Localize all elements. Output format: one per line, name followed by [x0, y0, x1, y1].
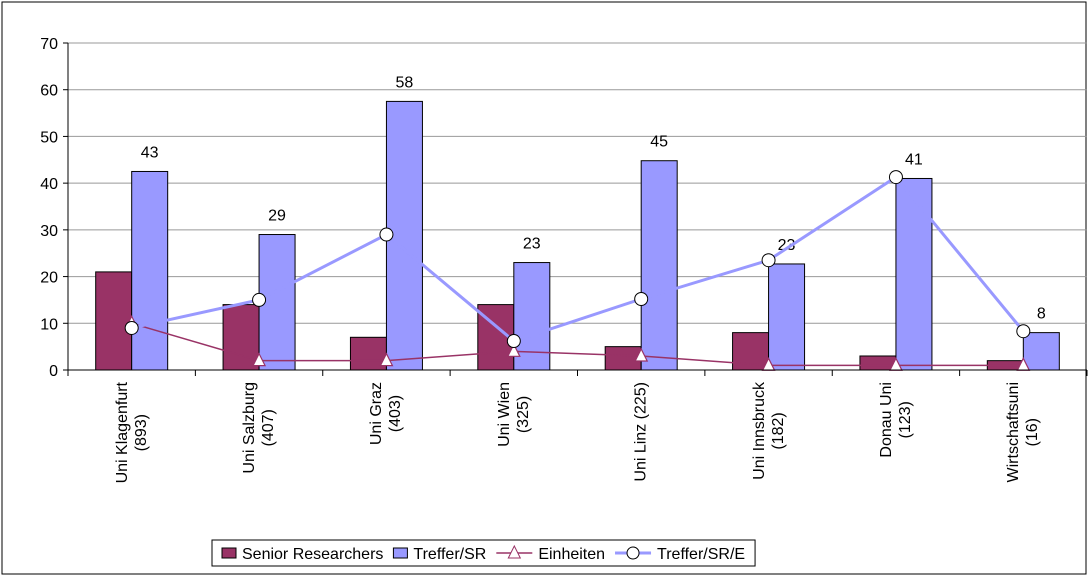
y-tick-label: 50: [40, 129, 58, 146]
bar: [640, 160, 678, 371]
marker: [506, 342, 521, 357]
marker: [379, 227, 394, 242]
y-tick-label: 60: [40, 83, 58, 100]
x-tick-label: Donau Uni (123): [877, 382, 914, 458]
line: [131, 322, 1024, 367]
bar: [895, 177, 933, 371]
bar: [604, 346, 642, 371]
line: [131, 175, 1025, 343]
bar: [131, 170, 169, 371]
data-label: 58: [396, 74, 414, 91]
y-tick-label: 30: [40, 223, 58, 240]
legend-swatch: [392, 547, 408, 559]
bar: [1022, 332, 1060, 371]
bar: [222, 304, 260, 371]
x-tick-label: Wirtschaftsuni (16): [1005, 382, 1042, 483]
marker: [634, 291, 649, 306]
data-label: 45: [650, 134, 668, 151]
x-tick-label: Uni Linz (225): [632, 382, 650, 482]
x-tick-label: Uni Salzburg (407): [241, 382, 278, 474]
legend-label: Treffer/SR: [413, 546, 486, 563]
legend-marker: [626, 546, 640, 560]
x-tick-label: Uni Graz (403): [368, 382, 405, 446]
data-label: 43: [141, 144, 159, 161]
legend-swatch: [221, 547, 237, 559]
y-tick-label: 20: [40, 270, 58, 287]
marker: [761, 253, 776, 268]
y-tick-label: 40: [40, 176, 58, 193]
data-label: 41: [905, 151, 923, 168]
legend-label: Einheiten: [538, 546, 605, 563]
bar: [768, 263, 806, 371]
y-tick-label: 70: [40, 36, 58, 53]
x-tick-label: Uni Wien (325): [495, 382, 532, 447]
legend-marker: [507, 544, 522, 559]
y-tick-label: 10: [40, 316, 58, 333]
y-tick-label: 0: [49, 363, 58, 380]
legend-box: [211, 539, 756, 567]
marker: [379, 352, 394, 367]
x-tick-label: Uni Klagenfurt (893): [113, 382, 150, 484]
marker: [888, 170, 903, 185]
legend-label: Senior Researchers: [242, 546, 383, 563]
legend-label: Treffer/SR/E: [657, 546, 745, 563]
marker: [252, 292, 267, 307]
marker: [634, 347, 649, 362]
x-tick-label: Uni Innsbruck (182): [750, 382, 787, 480]
legend: Senior Researchers Treffer/SR Einheiten Tre…: [211, 539, 756, 567]
bar: [95, 271, 133, 371]
marker: [252, 352, 267, 367]
data-label: 23: [523, 236, 541, 253]
marker: [1016, 324, 1031, 339]
marker: [124, 320, 139, 335]
marker: [506, 334, 521, 349]
data-label: 8: [1037, 306, 1046, 323]
data-label: 29: [268, 208, 286, 225]
